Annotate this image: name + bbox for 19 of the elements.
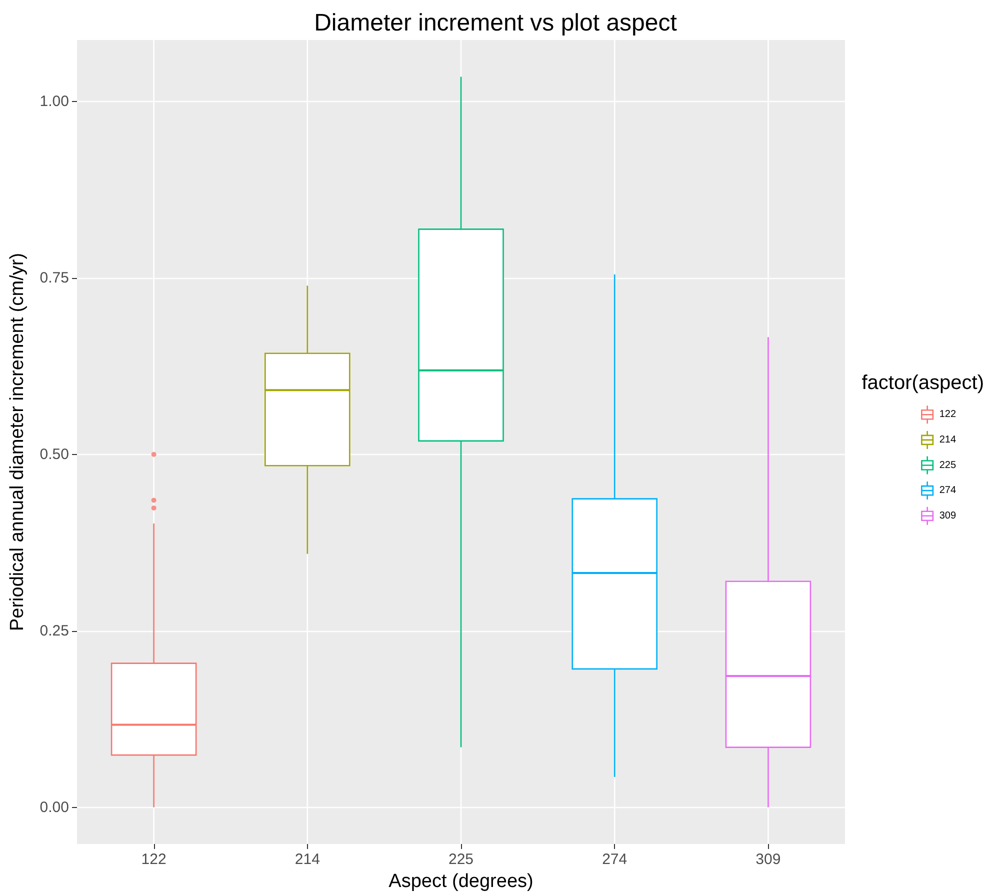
x-tick-label: 225 [448,851,474,868]
x-axis-title: Aspect (degrees) [388,871,534,892]
chart-title: Diameter increment vs plot aspect [314,10,678,36]
y-tick-label: 0.50 [40,446,69,463]
legend-title: factor(aspect) [862,372,984,394]
y-axis-title: Periodical annual diameter increment (cm/yr) [7,252,28,632]
legend-label: 309 [939,510,956,522]
y-tick-label: 0.75 [40,269,69,286]
legend-label: 122 [939,409,956,420]
legend-label: 274 [939,485,956,496]
y-tick-label: 0.25 [40,622,69,640]
legend-label: 214 [939,434,956,446]
x-tick-label: 309 [756,851,781,868]
y-tick-label: 0.00 [40,798,69,816]
y-tick-label: 1.00 [40,92,69,110]
x-tick-label: 214 [294,851,320,868]
legend-label: 225 [939,460,956,471]
x-tick-label: 274 [602,851,628,868]
x-tick-label: 122 [141,851,166,868]
